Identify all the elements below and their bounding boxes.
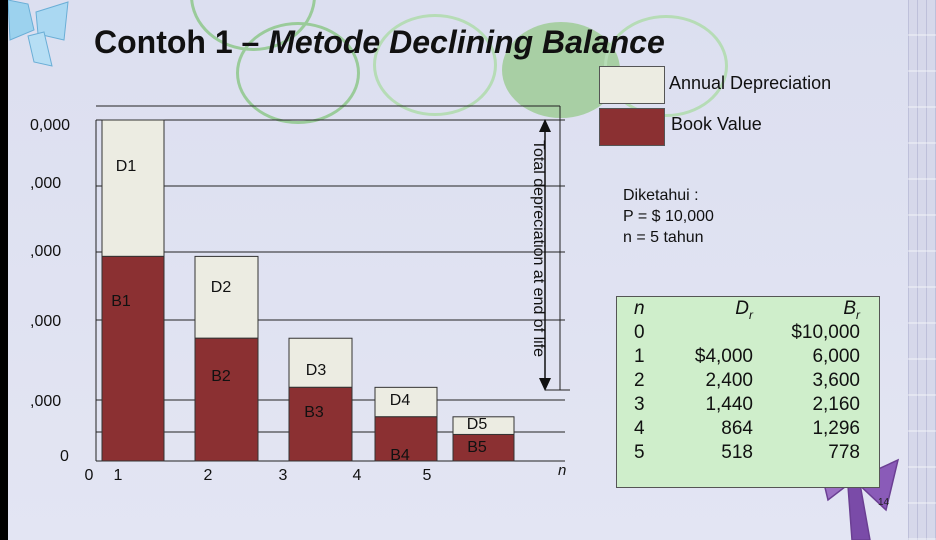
table-cell-dr-1: $4,000 (694, 346, 753, 367)
table-col-br: Br $10,000 6,000 3,600 2,160 1,296 778 (767, 297, 860, 465)
bar-label-D3: D3 (306, 362, 327, 379)
legend-label-annual-depreciation: Annual Depreciation (669, 73, 832, 93)
title-italic: Metode Declining Balance (268, 24, 665, 60)
slide-title: Contoh 1 – Metode Declining Balance (94, 24, 665, 61)
x-tick-label-1: 1 (114, 467, 123, 484)
given-n: n = 5 tahun (623, 229, 704, 246)
table-header-br: Br (843, 298, 860, 322)
table-cell-n-5: 5 (634, 442, 645, 463)
table-col-dr: Dr $4,000 2,400 1,440 864 518 (677, 297, 753, 465)
page-number: 14 (878, 497, 890, 508)
table-cell-n-2: 2 (634, 370, 645, 391)
bar-label-B5: B5 (467, 439, 487, 456)
bar-label-B1: B1 (111, 293, 131, 310)
decor-circle-center-right (373, 14, 497, 116)
bar-book-value-5 (452, 433, 515, 462)
bar-book-value-3 (288, 386, 353, 462)
table-cell-n-4: 4 (634, 418, 645, 439)
table-header-dr: Dr (735, 298, 753, 322)
y-tick-label-2: ,000 (30, 313, 61, 330)
table-header-n: n (634, 298, 645, 319)
bar-book-value-1 (101, 255, 165, 462)
table-cell-n-1: 1 (634, 346, 645, 367)
bar-book-value-4 (374, 416, 438, 462)
table-cell-dr-4: 864 (721, 418, 753, 439)
x-tick-label-4: 4 (353, 467, 362, 484)
given-heading: Diketahui : (623, 187, 699, 204)
table-cell-br-5: 778 (828, 442, 860, 463)
x-tick-label-3: 3 (279, 467, 288, 484)
table-cell-br-4: 1,296 (812, 418, 860, 439)
table-cell-br-2: 3,600 (812, 370, 860, 391)
ribbon-bow-icon (8, 0, 69, 67)
table-cell-dr-2: 2,400 (705, 370, 753, 391)
bar-label-D5: D5 (467, 416, 488, 433)
bar-label-B3: B3 (304, 404, 324, 421)
bar-label-D4: D4 (390, 392, 411, 409)
y-tick-label-3: ,000 (30, 243, 61, 260)
table-cell-dr-5: 518 (721, 442, 753, 463)
depreciation-table: n 0 1 2 3 4 5 Dr $4,000 2,400 1,440 864 518 Br $1… (616, 296, 880, 488)
title-normal: Contoh 1 – (94, 24, 269, 60)
legend-label-book-value: Book Value (671, 114, 762, 134)
given-info: Diketahui : P = $ 10,000 n = 5 tahun (623, 185, 714, 248)
table-cell-dr-3: 1,440 (705, 394, 753, 415)
total-depreciation-annotation: Total depreciation at end of life (530, 140, 547, 357)
table-cell-n-3: 3 (634, 394, 645, 415)
bar-book-value-2 (194, 337, 259, 462)
bar-label-D2: D2 (211, 279, 232, 296)
y-tick-label-1: ,000 (30, 393, 61, 410)
table-cell-br-1: 6,000 (812, 346, 860, 367)
legend-swatch-book-value (599, 108, 665, 146)
table-cell-br-3: 2,160 (812, 394, 860, 415)
y-tick-label-0: 0 (60, 448, 69, 465)
decor-circle-center (236, 22, 360, 124)
x-axis-end-label: n (558, 462, 566, 479)
arrow-down-icon (539, 378, 551, 391)
bar-label-B2: B2 (211, 368, 231, 385)
x-tick-label-0: 0 (85, 467, 94, 484)
bar-label-B4: B4 (390, 447, 410, 464)
bar-depreciation-1 (101, 119, 165, 257)
right-border-strip (908, 0, 936, 540)
y-tick-label-5: 0,000 (30, 117, 70, 134)
slide: Contoh 1 – Metode Declining Balance Annu… (8, 0, 908, 540)
x-tick-label-5: 5 (423, 467, 432, 484)
table-col-n: n 0 1 2 3 4 5 (634, 297, 645, 465)
table-cell-n-0: 0 (634, 322, 645, 343)
bar-depreciation-2 (194, 255, 259, 339)
arrow-up-icon (539, 119, 551, 132)
bar-depreciation-4 (374, 386, 438, 418)
table-cell-br-0: $10,000 (791, 322, 860, 343)
given-p: P = $ 10,000 (623, 208, 714, 225)
x-tick-label-2: 2 (204, 467, 213, 484)
bar-depreciation-3 (288, 337, 353, 388)
bar-label-D1: D1 (116, 158, 137, 175)
legend-swatch-annual-depreciation (599, 66, 665, 104)
y-tick-label-4: ,000 (30, 175, 61, 192)
